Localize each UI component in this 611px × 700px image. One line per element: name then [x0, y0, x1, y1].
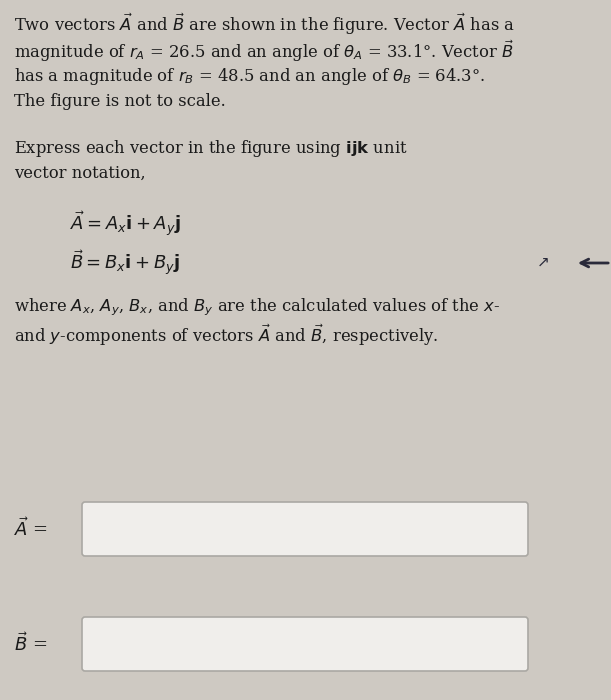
FancyBboxPatch shape: [82, 502, 528, 556]
Text: ↗: ↗: [537, 255, 550, 270]
Text: vector notation,: vector notation,: [14, 165, 145, 182]
Text: $\vec{B} = B_x\mathbf{i} + B_y\mathbf{j}$: $\vec{B} = B_x\mathbf{i} + B_y\mathbf{j}…: [70, 249, 180, 278]
Text: magnitude of $r_A$ = 26.5 and an angle of $\theta_A$ = 33.1°. Vector $\vec{B}$: magnitude of $r_A$ = 26.5 and an angle o…: [14, 39, 514, 64]
Text: Express each vector in the figure using $\mathbf{ijk}$ unit: Express each vector in the figure using …: [14, 138, 408, 159]
Text: where $A_x$, $A_y$, $B_x$, and $B_y$ are the calculated values of the $x$-: where $A_x$, $A_y$, $B_x$, and $B_y$ are…: [14, 296, 500, 318]
FancyBboxPatch shape: [82, 617, 528, 671]
Text: Two vectors $\vec{A}$ and $\vec{B}$ are shown in the figure. Vector $\vec{A}$ ha: Two vectors $\vec{A}$ and $\vec{B}$ are …: [14, 12, 515, 37]
Text: $\vec{A}$ =: $\vec{A}$ =: [14, 517, 48, 540]
Text: $\vec{B}$ =: $\vec{B}$ =: [14, 633, 47, 655]
Text: has a magnitude of $r_B$ = 48.5 and an angle of $\theta_B$ = 64.3°.: has a magnitude of $r_B$ = 48.5 and an a…: [14, 66, 485, 87]
Text: The figure is not to scale.: The figure is not to scale.: [14, 93, 225, 110]
Text: $\vec{A} = A_x\mathbf{i} + A_y\mathbf{j}$: $\vec{A} = A_x\mathbf{i} + A_y\mathbf{j}…: [70, 210, 181, 239]
Text: and $y$-components of vectors $\vec{A}$ and $\vec{B}$, respectively.: and $y$-components of vectors $\vec{A}$ …: [14, 323, 438, 349]
